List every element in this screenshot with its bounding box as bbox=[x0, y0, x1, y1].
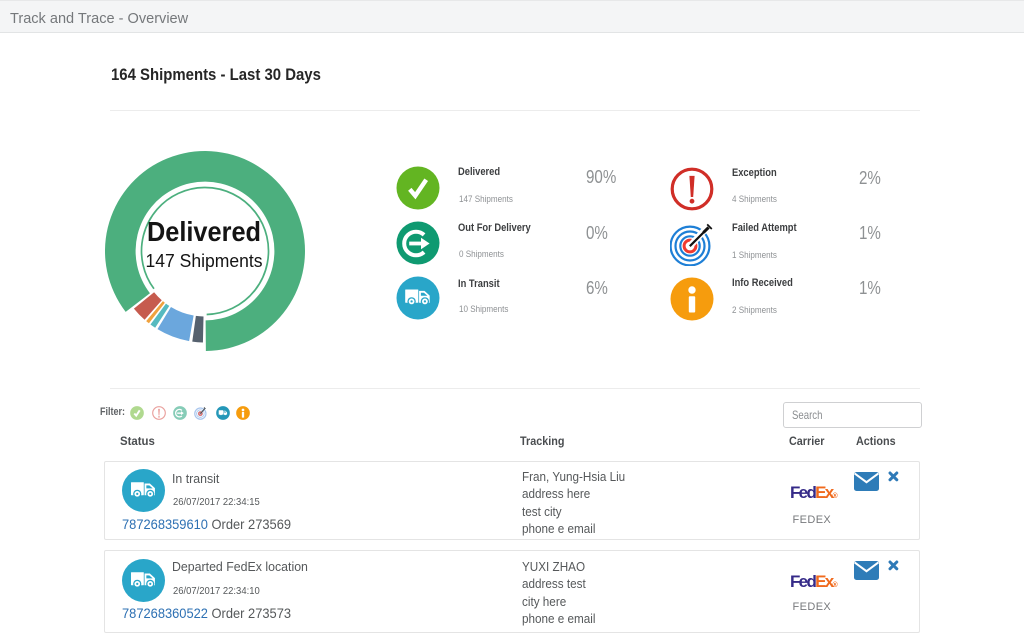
svg-text:147 Shipments: 147 Shipments bbox=[146, 251, 263, 271]
svg-text:Delivered: Delivered bbox=[147, 216, 261, 247]
